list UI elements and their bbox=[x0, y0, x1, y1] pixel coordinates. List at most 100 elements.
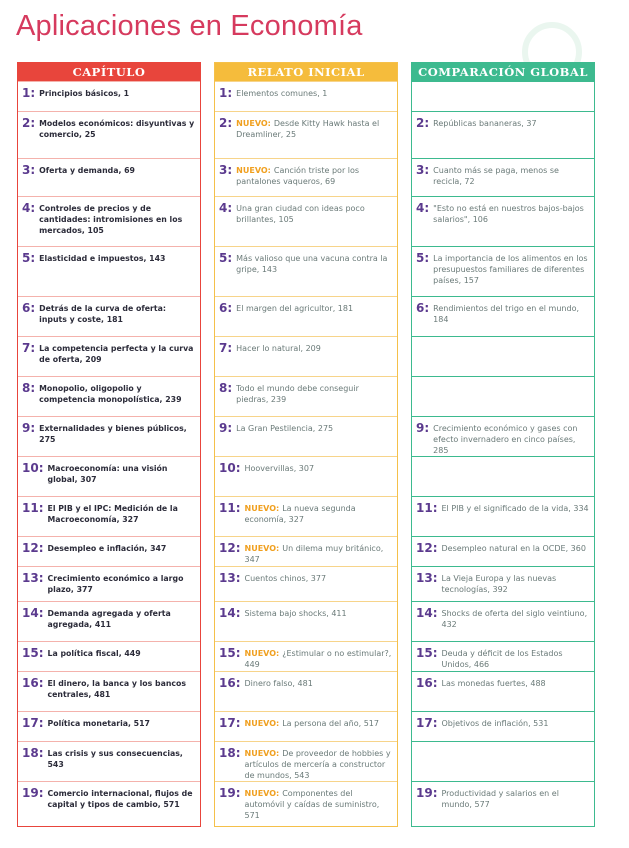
row-text-wrap: La política fiscal, 449 bbox=[48, 647, 197, 671]
table-row bbox=[412, 336, 594, 376]
column-capitulo: CAPÍTULO 1: Principios básicos, 1 2: Modelos… bbox=[17, 62, 201, 827]
table-row: 5: Elasticidad e impuestos, 143 bbox=[18, 246, 200, 296]
row-text: Principios básicos, 1 bbox=[39, 89, 130, 98]
row-text-wrap bbox=[420, 87, 590, 111]
chapter-number: 11: bbox=[22, 501, 44, 515]
table-row: 19: Productividad y salarios en el mundo,… bbox=[412, 781, 594, 826]
chapter-number: 9: bbox=[219, 421, 233, 435]
row-text-wrap: Desempleo natural en la OCDE, 360 bbox=[442, 542, 591, 566]
row-text-wrap: Repúblicas bananeras, 37 bbox=[433, 117, 590, 158]
nuevo-badge: NUEVO: bbox=[244, 504, 280, 513]
row-text-wrap: Deuda y déficit de los Estados Unidos, 4… bbox=[442, 647, 591, 671]
chapter-number: 8: bbox=[219, 381, 233, 395]
table-row: 11: NUEVO: La nueva segunda economía, 327 bbox=[215, 496, 397, 536]
row-text-wrap: NUEVO: Desde Kitty Hawk hasta el Dreamlin… bbox=[236, 117, 393, 158]
row-text-wrap: El dinero, la banca y los bancos central… bbox=[48, 677, 197, 711]
chapter-number: 17: bbox=[416, 716, 438, 730]
table-row bbox=[412, 741, 594, 781]
row-text-wrap: NUEVO: De proveedor de hobbies y artículo… bbox=[245, 747, 394, 781]
row-text: La importancia de los alimentos en los p… bbox=[433, 254, 588, 285]
row-text: Hacer lo natural, 209 bbox=[236, 344, 321, 353]
table-row bbox=[412, 376, 594, 416]
row-text-wrap bbox=[420, 382, 590, 416]
row-text: Rendimientos del trigo en el mundo, 184 bbox=[433, 304, 579, 324]
table-row: 10: Hoovervillas, 307 bbox=[215, 456, 397, 496]
table-row bbox=[412, 456, 594, 496]
row-text: Cuentos chinos, 377 bbox=[244, 574, 327, 583]
nuevo-badge: NUEVO: bbox=[244, 789, 280, 798]
table-row: 11: El PIB y el significado de la vida, 3… bbox=[412, 496, 594, 536]
chapter-number: 15: bbox=[219, 646, 241, 660]
row-text-wrap: La importancia de los alimentos en los p… bbox=[433, 252, 590, 296]
chapter-number: 14: bbox=[416, 606, 438, 620]
row-text: Las crisis y sus consecuencias, 543 bbox=[47, 749, 183, 769]
row-text-wrap bbox=[420, 342, 590, 376]
row-text-wrap: Macroeconomía: una visión global, 307 bbox=[48, 462, 197, 496]
row-text: ¿Estimular o no estimular?, 449 bbox=[244, 649, 392, 669]
row-text-wrap: Productividad y salarios en el mundo, 57… bbox=[442, 787, 591, 826]
row-text-wrap: Las crisis y sus consecuencias, 543 bbox=[48, 747, 197, 781]
row-text-wrap: Más valioso que una vacuna contra la gri… bbox=[236, 252, 393, 296]
row-text-wrap: La Vieja Europa y las nuevas tecnologías… bbox=[442, 572, 591, 601]
row-text: La Gran Pestilencia, 275 bbox=[236, 424, 334, 433]
table-row: 4: Controles de precios y de cantidades: … bbox=[18, 196, 200, 246]
table-row: 18: Las crisis y sus consecuencias, 543 bbox=[18, 741, 200, 781]
row-text: Monopolio, oligopolio y competencia mono… bbox=[39, 384, 182, 404]
chapter-number: 19: bbox=[219, 786, 241, 800]
row-text: El PIB y el IPC: Medición de la Macroeco… bbox=[47, 504, 178, 524]
chapter-number: 14: bbox=[22, 606, 44, 620]
table-row: 2: NUEVO: Desde Kitty Hawk hasta el Dreaml… bbox=[215, 111, 397, 158]
row-text-wrap: NUEVO: La persona del año, 517 bbox=[245, 717, 394, 741]
row-text: Comercio internacional, flujos de capita… bbox=[47, 789, 193, 809]
chapter-number: 6: bbox=[22, 301, 36, 315]
nuevo-badge: NUEVO: bbox=[244, 719, 280, 728]
row-text: Crecimiento económico y gases con efecto… bbox=[433, 424, 578, 455]
row-text-wrap: Modelos económicos: disyuntivas y comerc… bbox=[39, 117, 196, 158]
row-text-wrap: El PIB y el IPC: Medición de la Macroeco… bbox=[48, 502, 197, 536]
row-text: Externalidades y bienes públicos, 275 bbox=[39, 424, 187, 444]
nuevo-badge: NUEVO: bbox=[244, 649, 280, 658]
row-text: Todo el mundo debe conseguir piedras, 23… bbox=[236, 384, 359, 404]
row-text: Repúblicas bananeras, 37 bbox=[433, 119, 537, 128]
chapter-number: 11: bbox=[416, 501, 438, 515]
row-text-wrap: Elasticidad e impuestos, 143 bbox=[39, 252, 196, 296]
nuevo-badge: NUEVO: bbox=[236, 166, 271, 175]
row-text: La Vieja Europa y las nuevas tecnologías… bbox=[441, 574, 557, 594]
table-row: 5: La importancia de los alimentos en los… bbox=[412, 246, 594, 296]
chapter-number: 4: bbox=[22, 201, 36, 215]
table-row: 8: Monopolio, oligopolio y competencia mo… bbox=[18, 376, 200, 416]
table-row: 4: Una gran ciudad con ideas poco brillan… bbox=[215, 196, 397, 246]
chapter-number: 5: bbox=[219, 251, 233, 265]
row-text: Cuanto más se paga, menos se recicla, 72 bbox=[433, 166, 559, 186]
chapter-number: 19: bbox=[22, 786, 44, 800]
row-text-wrap bbox=[420, 462, 590, 496]
column-header: COMPARACIÓN GLOBAL bbox=[412, 63, 594, 81]
row-text-wrap: Crecimiento económico y gases con efecto… bbox=[433, 422, 590, 456]
table-row: 16: Las monedas fuertes, 488 bbox=[412, 671, 594, 711]
chapter-number: 8: bbox=[22, 381, 36, 395]
chapter-number: 16: bbox=[219, 676, 241, 690]
chapter-number: 11: bbox=[219, 501, 241, 515]
chapter-number: 16: bbox=[22, 676, 44, 690]
table-row: 13: Crecimiento económico a largo plazo, … bbox=[18, 566, 200, 601]
chapter-number: 9: bbox=[22, 421, 36, 435]
chapter-number: 15: bbox=[22, 646, 44, 660]
chapter-number: 1: bbox=[22, 86, 36, 100]
row-text-wrap: Demanda agregada y oferta agregada, 411 bbox=[48, 607, 197, 641]
row-text: Un dilema muy británico, 347 bbox=[244, 544, 384, 564]
row-text: La nueva segunda economía, 327 bbox=[244, 504, 356, 524]
chapter-number: 7: bbox=[219, 341, 233, 355]
table-row: 7: Hacer lo natural, 209 bbox=[215, 336, 397, 376]
row-text: Controles de precios y de cantidades: in… bbox=[39, 204, 183, 235]
chapter-number: 6: bbox=[416, 301, 430, 315]
row-text-wrap: Hoovervillas, 307 bbox=[245, 462, 394, 496]
chapter-number: 3: bbox=[22, 163, 36, 177]
table-row: 13: La Vieja Europa y las nuevas tecnolog… bbox=[412, 566, 594, 601]
row-text: Hoovervillas, 307 bbox=[244, 464, 315, 473]
table-row: 12: Desempleo natural en la OCDE, 360 bbox=[412, 536, 594, 566]
row-text-wrap: Objetivos de inflación, 531 bbox=[442, 717, 591, 741]
row-text-wrap: Cuanto más se paga, menos se recicla, 72 bbox=[433, 164, 590, 196]
table-row: 1: Elementos comunes, 1 bbox=[215, 81, 397, 111]
row-text: Crecimiento económico a largo plazo, 377 bbox=[47, 574, 184, 594]
row-text: Demanda agregada y oferta agregada, 411 bbox=[47, 609, 171, 629]
